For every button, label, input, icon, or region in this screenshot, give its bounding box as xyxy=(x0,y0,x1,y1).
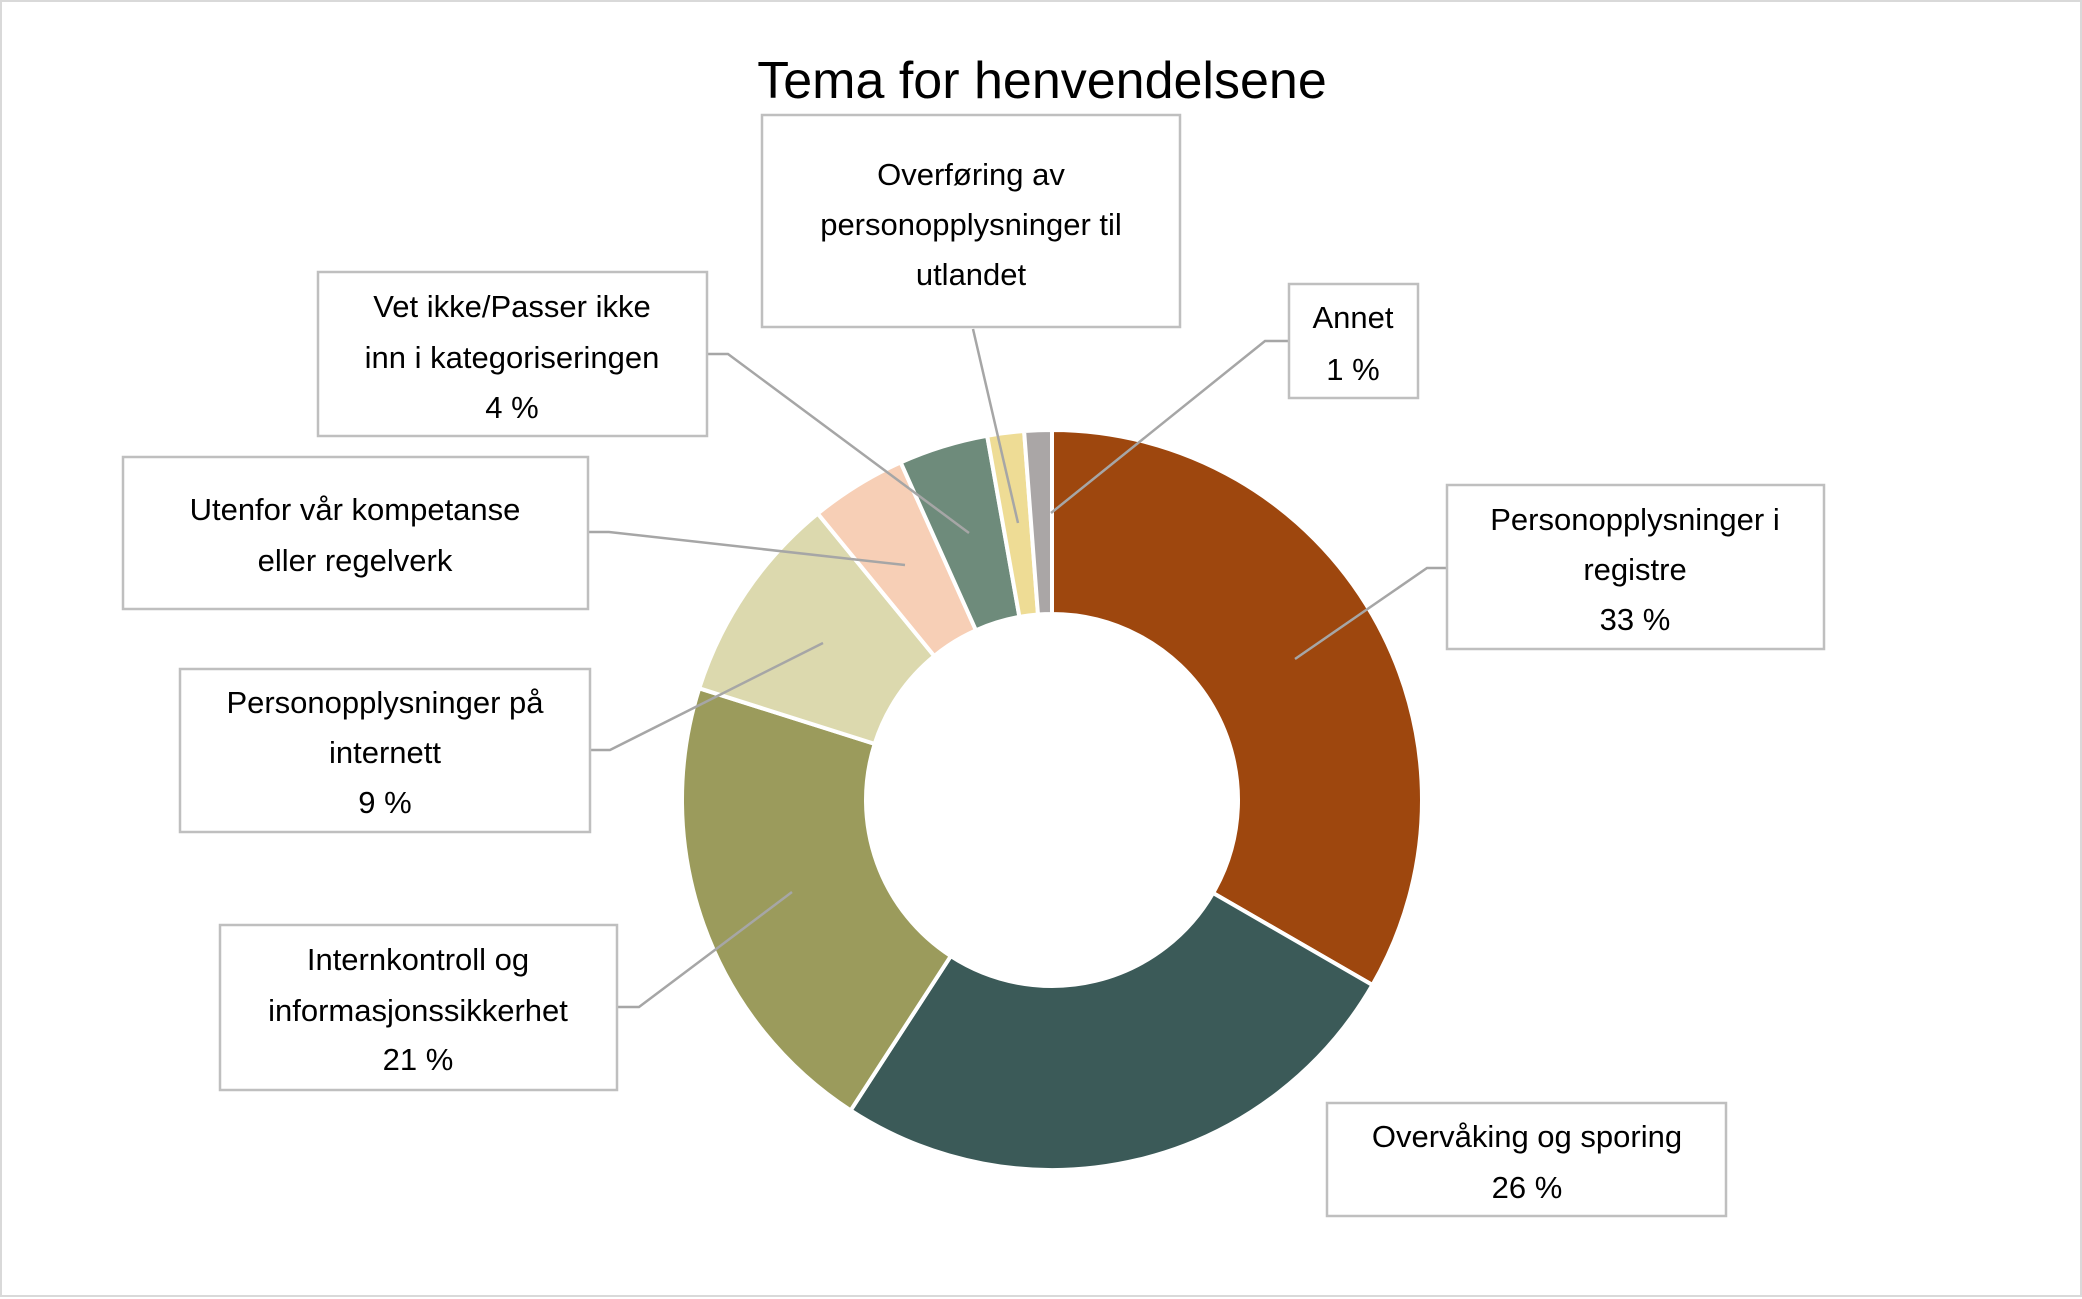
svg-text:personopplysninger til: personopplysninger til xyxy=(820,207,1122,242)
slice-0 xyxy=(1050,427,1424,988)
data-label-intern: Internkontroll og informasjonssikkerhet … xyxy=(218,923,619,1092)
leader-line-overforing xyxy=(971,328,1020,524)
data-label-annet: Annet 1 % xyxy=(1287,282,1420,400)
svg-text:Internkontroll og: Internkontroll og xyxy=(307,942,529,977)
data-label-overforing: Overføring av personopplysninger til utl… xyxy=(760,113,1182,329)
leader-line-registre xyxy=(1294,566,1447,661)
svg-text:Annet: Annet xyxy=(1312,300,1393,335)
svg-text:26 %: 26 % xyxy=(1492,1170,1563,1205)
svg-text:Overføring av: Overføring av xyxy=(877,157,1065,192)
data-label-internett: Personopplysninger på internett 9 % xyxy=(178,667,592,834)
data-label-registre: Personopplysninger i registre 33 % xyxy=(1445,483,1826,651)
chart-title: Tema for henvendelsene xyxy=(757,52,1327,110)
slice-7 xyxy=(1021,427,1054,617)
svg-text:registre: registre xyxy=(1583,552,1686,587)
svg-text:21 %: 21 % xyxy=(383,1042,454,1077)
leader-line-utenfor xyxy=(588,530,906,567)
data-label-vetikke: Vet ikke/Passer ikke inn i kategoriserin… xyxy=(316,270,709,438)
slices xyxy=(680,427,1424,1172)
svg-text:33 %: 33 % xyxy=(1600,602,1671,637)
leader-line-internett xyxy=(590,641,824,752)
svg-text:Utenfor vår kompetanse: Utenfor vår kompetanse xyxy=(190,492,521,527)
svg-text:4 %: 4 % xyxy=(485,390,538,425)
leader-line-intern xyxy=(617,891,793,1009)
slice-1 xyxy=(847,890,1376,1172)
leader-line-annet xyxy=(1050,339,1289,514)
leader-line-vetikke xyxy=(707,352,970,535)
svg-text:eller regelverk: eller regelverk xyxy=(258,543,453,578)
data-label-overvaking: Overvåking og sporing 26 % xyxy=(1325,1101,1728,1218)
svg-text:Personopplysninger på: Personopplysninger på xyxy=(226,685,544,720)
svg-text:Overvåking og sporing: Overvåking og sporing xyxy=(1372,1119,1682,1154)
svg-text:Personopplysninger i: Personopplysninger i xyxy=(1490,502,1780,537)
svg-text:9 %: 9 % xyxy=(358,785,411,820)
svg-text:utlandet: utlandet xyxy=(916,257,1027,292)
svg-text:1 %: 1 % xyxy=(1326,352,1379,387)
svg-text:informasjonssikkerhet: informasjonssikkerhet xyxy=(268,993,568,1028)
svg-text:inn i kategoriseringen: inn i kategoriseringen xyxy=(365,340,660,375)
slice-2 xyxy=(680,685,954,1114)
svg-text:internett: internett xyxy=(329,735,441,770)
svg-text:Vet ikke/Passer ikke: Vet ikke/Passer ikke xyxy=(373,289,650,324)
data-label-utenfor: Utenfor vår kompetanse eller regelverk xyxy=(121,455,590,611)
